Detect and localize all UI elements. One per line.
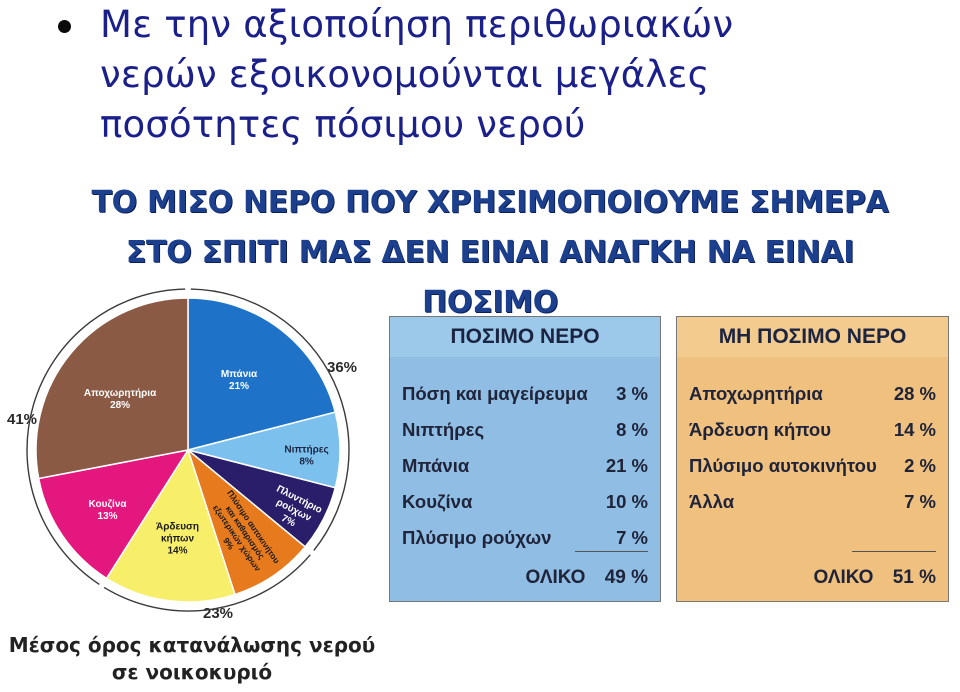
pie-group-arc [103, 554, 311, 612]
pie-slice [105, 448, 236, 603]
pie-group-percent: 36% [327, 359, 357, 376]
table-row: Αποχωρητήρια 28 % [689, 383, 936, 419]
table-row: Μπάνια 21 % [402, 455, 648, 491]
pie-slice [35, 297, 189, 480]
table-row-value: 7 % [904, 491, 936, 512]
table-row: Άλλα 7 % [689, 491, 936, 527]
pie-label-6: Κουζίνα 13% [89, 499, 128, 522]
non-potable-table-total: ΟΛΙΚΟ 51 % [814, 567, 936, 589]
table-row-value: 10 % [605, 491, 648, 512]
table-row-label: Άρδευση κήπου [689, 419, 832, 440]
table-row-label: Πλύσιμο αυτοκινήτου [689, 455, 877, 476]
potable-table-divider [575, 551, 648, 552]
pie-label-7: Αποχωρητήρια 28% [84, 388, 157, 411]
chart-banner: ΤΟ ΜΙΣΟ ΝΕΡΟ ΠΟΥ ΧΡΗΣΙΜΟΠΟΙΟΥΜΕ ΣΗΜΕΡΑ Σ… [60, 178, 920, 328]
potable-water-table: ΠΟΣΙΜΟ ΝΕΡΟ Πόση και μαγείρευμα 3 % Νιπτήρ… [389, 316, 661, 602]
table-row-label: Άλλα [689, 491, 735, 512]
table-row: Πόση και μαγείρευμα 3 % [402, 383, 648, 419]
table-row: Κουζίνα 10 % [402, 491, 648, 527]
pie-chart: Μπάνια 21%Νιπτήρες 8%Πλυντήριορούχων7%Πλύσ… [7, 288, 357, 622]
table-total-value: 49 % [604, 567, 648, 588]
table-row-value: 14 % [893, 419, 936, 440]
pie-label-2: Νιπτήρες 8% [284, 444, 328, 467]
table-total-label: ΟΛΙΚΟ [525, 567, 586, 588]
pie-group-arc [190, 288, 350, 551]
table-total-value: 51 % [892, 567, 936, 588]
potable-table-title: ΠΟΣΙΜΟ ΝΕΡΟ [390, 317, 660, 357]
table-row: Άρδευση κήπου 14 % [689, 419, 936, 455]
table-row-label: Πόση και μαγείρευμα [402, 383, 588, 404]
potable-table-total: ΟΛΙΚΟ 49 % [526, 567, 648, 589]
pie-slice [186, 447, 307, 596]
pie-group-labels: 36%23%41% [7, 288, 357, 622]
table-row-label: Πλύσιμο ρούχων [402, 527, 552, 548]
non-potable-table-rows: Αποχωρητήρια 28 % Άρδευση κήπου 14 % Πλύσιμο… [689, 383, 936, 527]
table-row-value: 3 % [616, 383, 648, 404]
pie-caption: Μέσος όρος κατανάλωσης νερού σε νοικοκυρ… [2, 632, 382, 686]
non-potable-table-divider [852, 551, 936, 552]
table-row-label: Κουζίνα [402, 491, 473, 512]
non-potable-table-title: ΜΗ ΠΟΣΙΜΟ ΝΕΡΟ [677, 317, 948, 357]
table-row: Πλύσιμο αυτοκινήτου 2 % [689, 455, 936, 491]
caption-line-1: Μέσος όρος κατανάλωσης νερού [8, 633, 376, 657]
table-row-label: Μπάνια [402, 455, 470, 476]
table-row-value: 8 % [616, 419, 648, 440]
table-row-label: Αποχωρητήρια [689, 383, 823, 404]
pie-label-5: Άρδευση κήπων 14% [156, 521, 199, 556]
pie-slice [37, 448, 190, 580]
table-row: Πλύσιμο ρούχων 7 % [402, 527, 648, 563]
caption-line-2: σε νοικοκυριό [111, 660, 273, 684]
table-row-value: 7 % [616, 527, 648, 548]
table-row: Νιπτήρες 8 % [402, 419, 648, 455]
bullet-dot [58, 20, 71, 33]
table-total-label: ΟΛΙΚΟ [813, 567, 874, 588]
bullet-text: Με την αξιοποίηση περιθωριακών νερών εξο… [100, 3, 734, 146]
table-row-label: Νιπτήρες [402, 419, 485, 440]
potable-table-rows: Πόση και μαγείρευμα 3 % Νιπτήρες 8 % Μπάνια 2… [402, 383, 648, 563]
pie-group-percent: 41% [7, 411, 37, 428]
bullet-point: Με την αξιοποίηση περιθωριακών νερών εξο… [58, 0, 938, 150]
table-row-value: 28 % [893, 383, 936, 404]
pie-slices [35, 297, 341, 603]
banner-line-2: ΣΤΟ ΣΠΙΤΙ ΜΑΣ ΔΕΝ ΕΙΝΑΙ ΑΝΑΓΚΗ ΝΑ ΕΙΝΑΙ … [125, 235, 855, 320]
table-row-value: 2 % [904, 455, 936, 476]
table-row-value: 21 % [605, 455, 648, 476]
pie-label-1: Μπάνια 21% [221, 369, 258, 392]
pie-group-arc [26, 288, 186, 585]
banner-line-1: ΤΟ ΜΙΣΟ ΝΕΡΟ ΠΟΥ ΧΡΗΣΙΜΟΠΟΙΟΥΜΕ ΣΗΜΕΡΑ [91, 185, 889, 220]
pie-slice [187, 297, 337, 451]
non-potable-water-table: ΜΗ ΠΟΣΙΜΟ ΝΕΡΟ Αποχωρητήρια 28 % Άρδευση κ… [676, 316, 949, 602]
